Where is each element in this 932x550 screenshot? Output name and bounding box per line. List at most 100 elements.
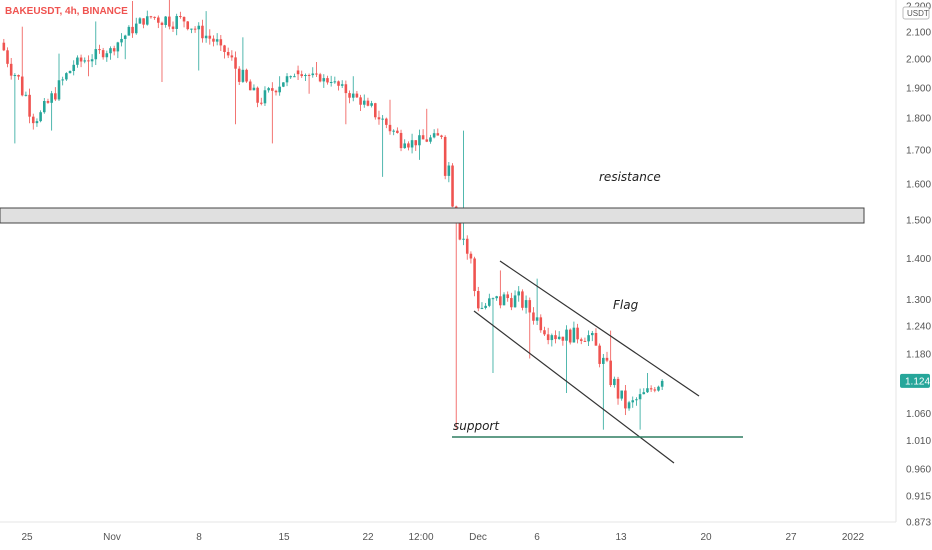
candle-body[interactable] — [171, 26, 175, 29]
candle-body[interactable] — [539, 317, 543, 331]
candle-body[interactable] — [179, 16, 182, 18]
candle-body[interactable] — [351, 93, 355, 98]
candle-body[interactable] — [491, 298, 495, 300]
candle-body[interactable] — [259, 102, 263, 104]
resistance-zone[interactable] — [0, 207, 865, 224]
candle-body[interactable] — [57, 80, 61, 100]
candle-body[interactable] — [17, 75, 20, 77]
candle-body[interactable] — [46, 100, 50, 103]
candle-body[interactable] — [223, 45, 226, 52]
candle-body[interactable] — [458, 220, 462, 240]
candle-body[interactable] — [90, 59, 94, 62]
candle-body[interactable] — [649, 388, 653, 390]
candle-body[interactable] — [208, 35, 212, 39]
candle-body[interactable] — [609, 360, 612, 386]
candle-body[interactable] — [68, 71, 72, 74]
candle-body[interactable] — [443, 136, 447, 176]
candle-body[interactable] — [252, 87, 256, 91]
candle-body[interactable] — [554, 335, 557, 340]
candle-body[interactable] — [116, 42, 120, 52]
candle-body[interactable] — [590, 332, 594, 336]
candle-body[interactable] — [274, 90, 278, 93]
candle-body[interactable] — [631, 400, 635, 403]
candle-body[interactable] — [620, 390, 623, 399]
candle-body[interactable] — [344, 84, 348, 94]
candle-body[interactable] — [565, 329, 568, 341]
candle-body[interactable] — [521, 291, 524, 308]
candle-body[interactable] — [333, 81, 337, 83]
candle-body[interactable] — [201, 25, 204, 39]
candle-body[interactable] — [447, 165, 451, 176]
candle-body[interactable] — [54, 93, 57, 100]
candle-body[interactable] — [414, 140, 418, 146]
candle-body[interactable] — [502, 294, 506, 306]
candle-body[interactable] — [263, 90, 267, 104]
candle-body[interactable] — [304, 74, 307, 77]
candle-body[interactable] — [134, 23, 138, 34]
candle-body[interactable] — [76, 57, 79, 65]
candle-body[interactable] — [72, 64, 76, 72]
candle-body[interactable] — [168, 16, 171, 27]
candle-body[interactable] — [653, 389, 657, 391]
candle-body[interactable] — [101, 50, 105, 58]
candle-body[interactable] — [377, 117, 381, 120]
candle-body[interactable] — [517, 291, 521, 296]
candle-body[interactable] — [248, 81, 252, 91]
candle-body[interactable] — [616, 378, 620, 399]
candle-body[interactable] — [43, 100, 46, 113]
candle-body[interactable] — [355, 93, 359, 98]
candle-body[interactable] — [329, 81, 333, 83]
candle-body[interactable] — [193, 28, 197, 30]
flag-upper-trendline[interactable] — [499, 260, 700, 397]
candle-body[interactable] — [499, 296, 502, 306]
candle-body[interactable] — [370, 103, 373, 106]
candle-body[interactable] — [421, 135, 425, 140]
candle-body[interactable] — [31, 116, 35, 124]
candle-body[interactable] — [465, 238, 469, 254]
candle-body[interactable] — [157, 17, 160, 23]
candle-body[interactable] — [407, 143, 410, 148]
candle-body[interactable] — [388, 124, 392, 132]
candle-body[interactable] — [105, 53, 109, 58]
candle-body[interactable] — [226, 51, 230, 56]
candle-body[interactable] — [289, 76, 292, 78]
candle-body[interactable] — [535, 317, 539, 321]
candle-body[interactable] — [568, 329, 572, 343]
unit-badge[interactable] — [902, 6, 930, 20]
candle-body[interactable] — [627, 402, 631, 409]
candle-body[interactable] — [510, 298, 513, 308]
candle-body[interactable] — [278, 86, 281, 93]
candle-body[interactable] — [557, 336, 561, 340]
candle-body[interactable] — [635, 399, 638, 401]
candle-body[interactable] — [598, 345, 601, 364]
candle-body[interactable] — [469, 253, 473, 259]
candle-body[interactable] — [234, 57, 237, 69]
candle-body[interactable] — [160, 22, 164, 25]
candle-body[interactable] — [230, 55, 234, 58]
candle-body[interactable] — [175, 16, 178, 29]
candle-body[interactable] — [642, 392, 646, 395]
candle-body[interactable] — [311, 73, 315, 76]
symbol-title[interactable]: BAKEUSDT, 4h, BINANCE — [5, 6, 128, 17]
candle-body[interactable] — [131, 26, 134, 34]
candle-body[interactable] — [506, 294, 509, 299]
candle-body[interactable] — [484, 305, 487, 308]
candle-body[interactable] — [528, 300, 532, 313]
candle-body[interactable] — [418, 135, 421, 146]
candle-body[interactable] — [488, 298, 491, 306]
candle-body[interactable] — [425, 139, 429, 142]
candle-body[interactable] — [451, 165, 454, 207]
candle-body[interactable] — [340, 84, 344, 86]
candle-body[interactable] — [561, 336, 565, 341]
candle-body[interactable] — [112, 48, 116, 52]
candle-body[interactable] — [6, 50, 9, 64]
candle-body[interactable] — [20, 76, 24, 96]
candle-body[interactable] — [318, 74, 322, 82]
candle-body[interactable] — [9, 63, 13, 76]
candle-body[interactable] — [381, 118, 384, 120]
candle-body[interactable] — [2, 42, 6, 51]
candle-body[interactable] — [399, 132, 403, 149]
candle-body[interactable] — [473, 258, 476, 292]
candle-body[interactable] — [267, 88, 270, 91]
candle-body[interactable] — [410, 140, 414, 148]
